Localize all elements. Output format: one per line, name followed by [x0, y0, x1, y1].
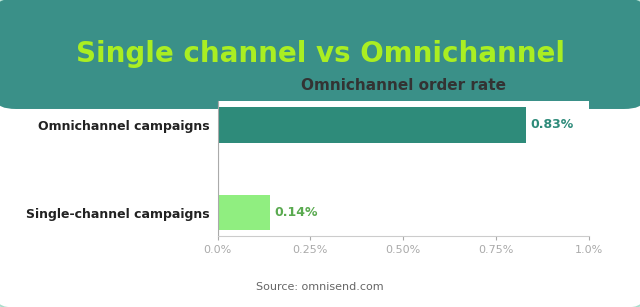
Text: Source: omnisend.com: Source: omnisend.com [256, 282, 384, 292]
Title: Omnichannel order rate: Omnichannel order rate [301, 78, 506, 93]
Bar [16, 68, 624, 100]
Bar [218, 195, 269, 230]
Text: Single channel vs Omnichannel: Single channel vs Omnichannel [76, 40, 564, 68]
Bar [218, 107, 525, 142]
FancyBboxPatch shape [0, 0, 640, 109]
Text: 0.83%: 0.83% [530, 119, 573, 131]
Text: 0.14%: 0.14% [274, 206, 317, 219]
